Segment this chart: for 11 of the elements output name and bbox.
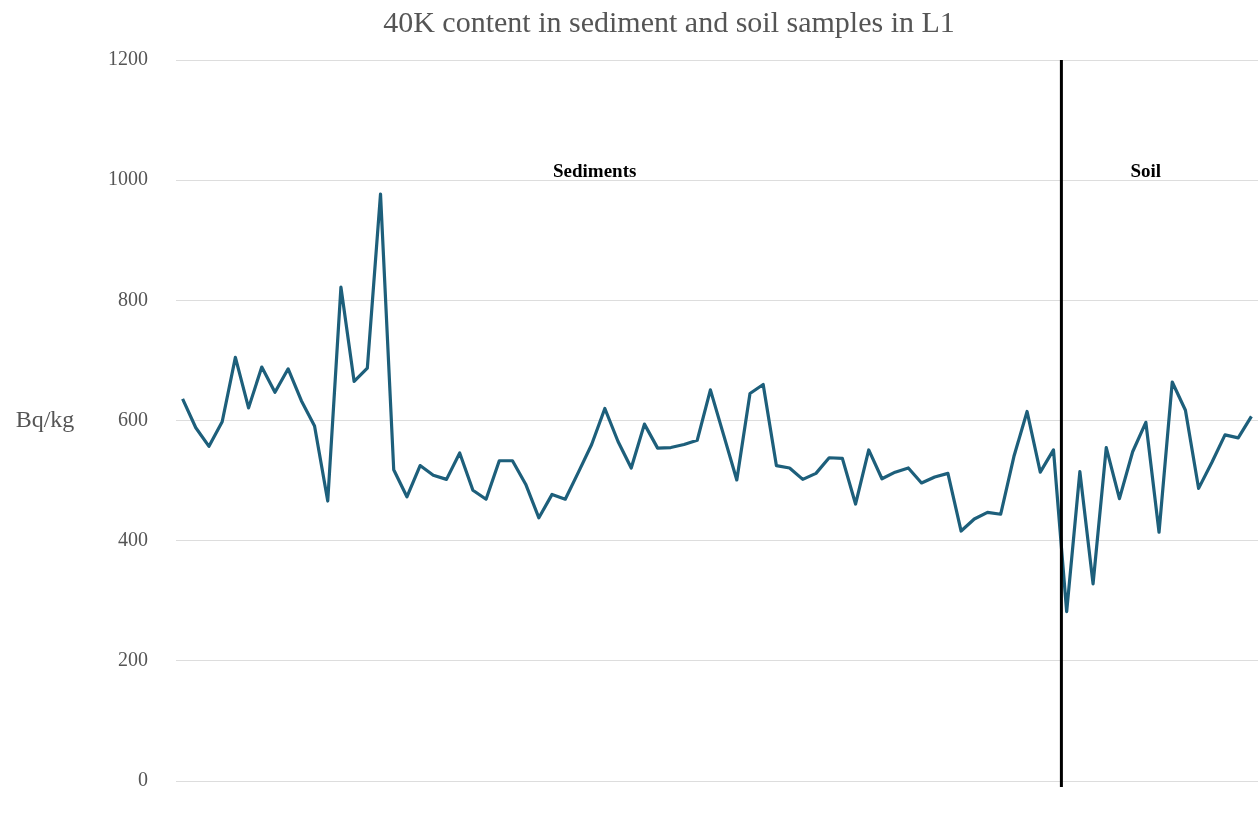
y-tick-label: 400: [118, 527, 148, 550]
y-tick-label: 800: [118, 287, 148, 310]
annotation: Soil: [1130, 159, 1162, 181]
y-tick-label: 600: [118, 407, 148, 430]
y-tick-label: 1200: [108, 47, 148, 70]
y-tick-label: 0: [138, 768, 148, 791]
chart-title: 40K content in sediment and soil samples in L1: [383, 4, 955, 38]
y-tick-label: 1000: [108, 167, 148, 190]
y-axis-title: Bq/kg: [15, 405, 75, 432]
annotation: Sediments: [553, 159, 637, 181]
y-tick-label: 200: [118, 648, 148, 671]
